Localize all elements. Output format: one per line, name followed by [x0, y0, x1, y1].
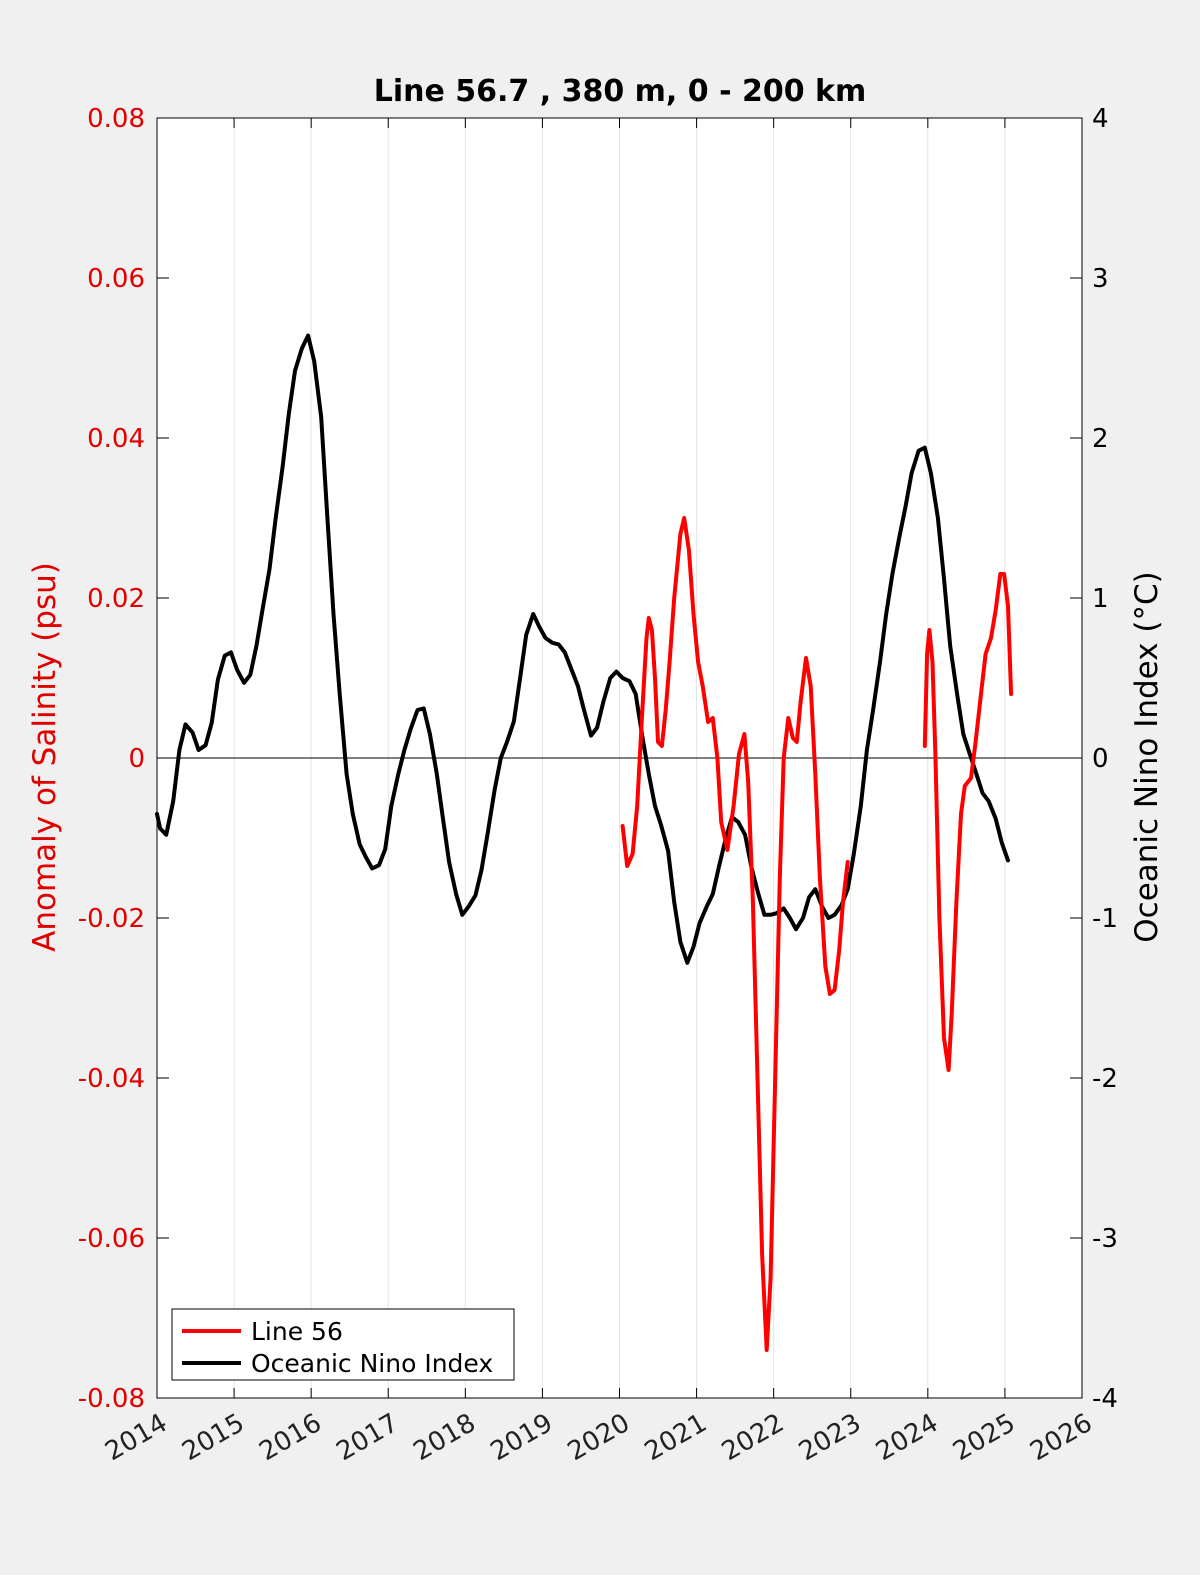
y-tick-label-right: -3 — [1092, 1224, 1118, 1254]
series-layer — [155, 333, 1014, 1352]
y-tick-label-left: 0.04 — [87, 424, 145, 454]
y-tick-label-left: -0.06 — [78, 1224, 145, 1254]
oceanic-nino-index-series-segment-0 — [155, 333, 1010, 965]
y-tick-label-right: -4 — [1092, 1384, 1118, 1414]
legend-label-line-56: Line 56 — [251, 1317, 343, 1346]
y-tick-label-left: 0 — [128, 744, 145, 774]
line-56-series-segment-1 — [922, 572, 1014, 1072]
y-tick-label-right: -1 — [1092, 904, 1118, 934]
y-axis-label-right: Oceanic Nino Index (°C) — [1129, 571, 1165, 942]
legend-label-oni: Oceanic Nino Index — [251, 1349, 493, 1378]
legend-box — [171, 1308, 515, 1381]
y-axis-label-left: Anomaly of Salinity (psu) — [27, 562, 63, 952]
y-tick-label-left: 0.02 — [87, 584, 145, 614]
y-tick-label-right: 2 — [1092, 424, 1109, 454]
right-axis: -4 -3 -2 -1 0 1 2 3 4 — [1070, 104, 1118, 1414]
y-tick-label-left: -0.08 — [78, 1384, 145, 1414]
y-tick-label-right: -2 — [1092, 1064, 1118, 1094]
y-tick-label-left: 0.08 — [87, 104, 145, 134]
line-56-series-segment-0 — [620, 516, 850, 1352]
y-tick-label-left: -0.04 — [78, 1064, 145, 1094]
y-tick-label-right: 0 — [1092, 744, 1109, 774]
y-tick-label-right: 3 — [1092, 264, 1109, 294]
y-tick-label-left: 0.06 — [87, 264, 145, 294]
legend: Line 56 Oceanic Nino Index — [171, 1308, 515, 1381]
y-tick-label-right: 4 — [1092, 104, 1109, 134]
y-tick-label-right: 1 — [1092, 584, 1109, 614]
chart-title: Line 56.7 , 380 m, 0 - 200 km — [374, 74, 867, 109]
y-tick-label-left: -0.02 — [78, 904, 145, 934]
left-axis: -0.08 -0.06 -0.04 -0.02 0 0.02 0.04 0.06 0.08 — [78, 104, 169, 1414]
